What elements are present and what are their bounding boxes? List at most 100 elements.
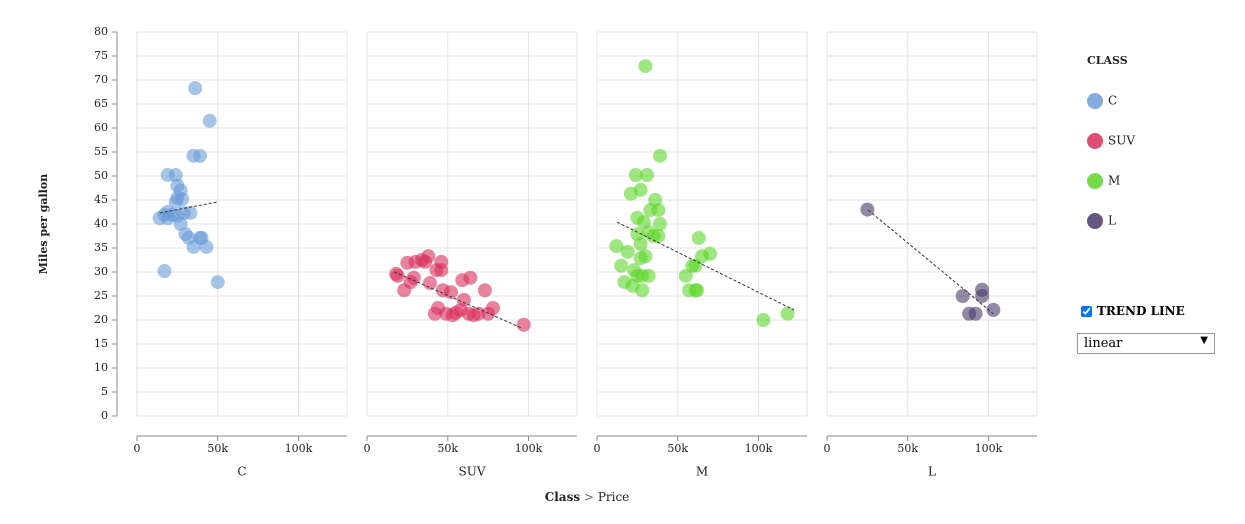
point: [628, 168, 643, 183]
point: [434, 263, 449, 278]
point: [633, 182, 648, 197]
trend-toggle[interactable]: TREND LINE: [1081, 304, 1185, 318]
trend-checkbox[interactable]: [1081, 305, 1092, 317]
x-tick-label: 50k: [207, 442, 228, 455]
x-tick-label: 50k: [897, 442, 918, 455]
point: [193, 148, 207, 163]
point: [653, 217, 667, 231]
legend-label: C: [1108, 94, 1117, 108]
y-tick-label: 80: [94, 25, 108, 38]
point: [860, 202, 875, 217]
legend-swatch: [1087, 93, 1103, 109]
select-arrow: ▼: [1200, 335, 1208, 346]
x-tick-label: 0: [134, 442, 141, 455]
x-tick-label: 50k: [667, 442, 688, 455]
point: [188, 81, 203, 96]
y-tick-label: 70: [94, 73, 108, 86]
point: [633, 237, 648, 252]
point: [653, 148, 667, 163]
point: [620, 244, 635, 259]
point: [678, 268, 693, 283]
point: [756, 313, 771, 327]
y-tick-label: 45: [94, 193, 108, 206]
point: [477, 283, 492, 298]
legend-title: CLASS: [1087, 54, 1128, 67]
method-value: linear: [1084, 336, 1123, 351]
point: [456, 292, 471, 307]
y-tick-label: 25: [94, 289, 108, 302]
legend-swatch: [1087, 173, 1103, 189]
x-tick-label: 100k: [975, 442, 1003, 455]
point: [638, 249, 653, 264]
x-tick-label: 0: [594, 442, 601, 455]
x-axis-title: Class > Price: [545, 490, 630, 504]
y-tick-label: 50: [94, 169, 108, 182]
x-tick-label: 100k: [745, 442, 773, 455]
point: [210, 275, 225, 290]
point: [168, 168, 183, 183]
panel-label: L: [928, 465, 936, 479]
point: [640, 168, 655, 183]
trend-line: [394, 271, 523, 329]
point: [955, 289, 970, 303]
y-tick-label: 5: [101, 385, 108, 398]
point: [975, 289, 990, 303]
y-tick-label: 75: [94, 49, 108, 62]
trend-line: [616, 221, 795, 311]
point: [986, 302, 1001, 317]
panel-label: M: [696, 465, 708, 479]
point: [691, 230, 706, 245]
x-tick-label: 0: [364, 442, 371, 455]
method-select[interactable]: linear ▼: [1077, 333, 1215, 354]
panel-label: C: [237, 465, 246, 479]
point: [968, 306, 983, 321]
y-tick-label: 0: [101, 409, 108, 422]
y-tick-label: 10: [94, 361, 108, 374]
point: [423, 276, 437, 291]
x-tick-label: 100k: [285, 442, 313, 455]
point: [651, 203, 666, 218]
point: [186, 240, 201, 255]
point: [421, 249, 436, 264]
point: [638, 59, 653, 74]
y-tick-label: 15: [94, 337, 108, 350]
y-tick-label: 65: [94, 97, 108, 110]
point: [202, 113, 217, 128]
trend-label: TREND LINE: [1097, 304, 1185, 318]
y-tick-label: 40: [94, 217, 108, 230]
point: [609, 239, 624, 254]
legend-swatch: [1087, 133, 1103, 149]
point: [183, 205, 198, 220]
point: [157, 264, 172, 279]
y-tick-label: 55: [94, 145, 108, 158]
point: [780, 306, 795, 321]
y-axis-label: Miles per gallon: [37, 174, 50, 274]
point: [463, 270, 478, 285]
x-title-field: Class: [545, 490, 581, 504]
legend-label: L: [1108, 214, 1116, 228]
legend-swatch: [1087, 213, 1103, 229]
point: [641, 268, 656, 283]
panel-label: SUV: [459, 465, 486, 479]
x-tick-label: 50k: [437, 442, 458, 455]
point: [175, 192, 190, 207]
point: [516, 317, 531, 332]
point: [703, 246, 718, 261]
y-tick-label: 20: [94, 313, 108, 326]
point: [651, 229, 666, 243]
point: [403, 275, 418, 290]
y-tick-label: 60: [94, 121, 108, 134]
x-tick-label: 0: [824, 442, 831, 455]
x-title-separator: >: [584, 490, 594, 504]
x-title-subfield: Price: [598, 490, 629, 504]
y-tick-label: 35: [94, 241, 108, 254]
point: [614, 258, 629, 273]
point: [486, 301, 500, 315]
trend-line: [867, 209, 994, 315]
point: [199, 240, 214, 255]
point: [635, 283, 650, 298]
y-tick-label: 30: [94, 265, 108, 278]
legend-label: M: [1108, 174, 1120, 188]
